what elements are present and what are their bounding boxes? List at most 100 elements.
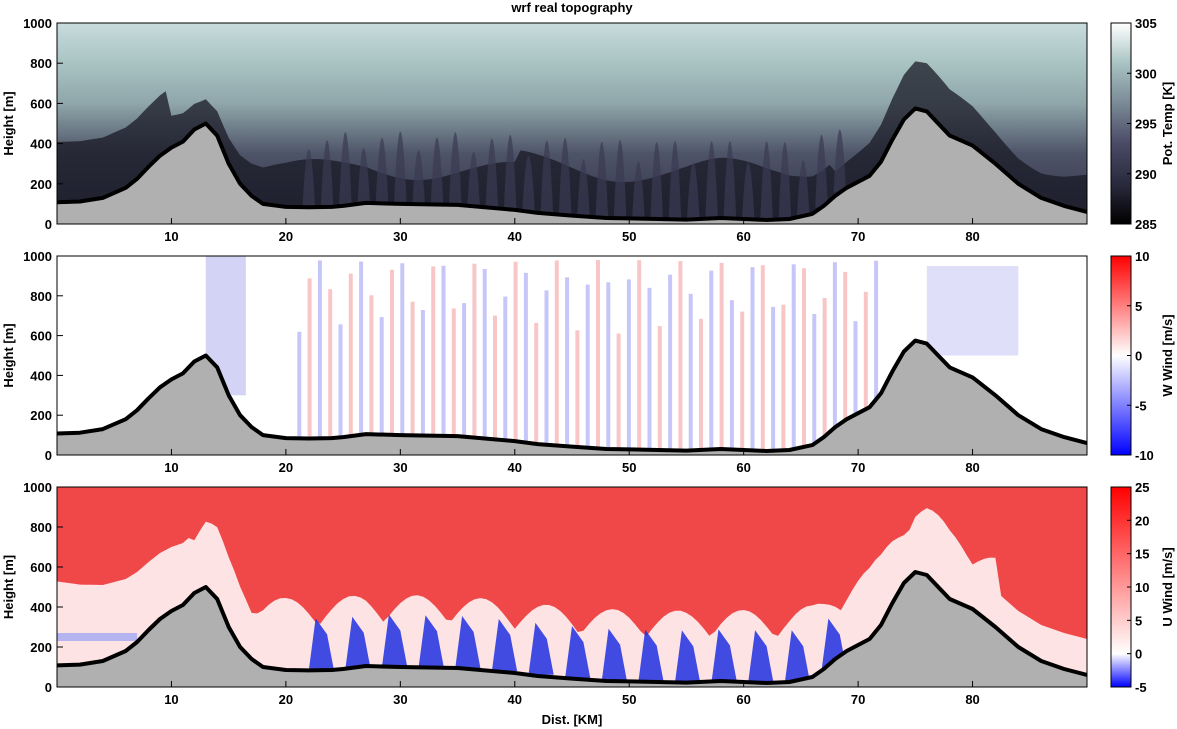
wave-plume bbox=[632, 161, 645, 219]
y-tick-label: 400 bbox=[30, 600, 52, 615]
x-tick-label: 10 bbox=[164, 460, 178, 475]
y-axis-label: Height [m] bbox=[1, 91, 16, 155]
wave-plume bbox=[650, 142, 663, 219]
wave-plume bbox=[687, 162, 700, 220]
updraft-band bbox=[390, 269, 394, 435]
colorbar-tick-label: -5 bbox=[1135, 680, 1147, 695]
colorbar-label: Pot. Temp [K] bbox=[1160, 82, 1175, 166]
stable-layer bbox=[57, 61, 1087, 224]
downdraft-band bbox=[853, 321, 858, 416]
x-tick-label: 60 bbox=[736, 460, 750, 475]
y-tick-label: 1000 bbox=[23, 16, 52, 31]
x-tick-label: 80 bbox=[965, 460, 979, 475]
x-tick-label: 50 bbox=[622, 460, 636, 475]
wave-plume bbox=[577, 159, 590, 217]
wave-plume bbox=[705, 141, 718, 219]
field-3 bbox=[57, 487, 1087, 687]
wave-plume bbox=[522, 155, 535, 212]
wave-plume bbox=[760, 141, 773, 220]
y-axis-label: Height [m] bbox=[1, 555, 16, 619]
wave-plume bbox=[430, 137, 444, 205]
panels: 10 20 30 40 50 60 70 8002004006008001000Height … bbox=[1, 16, 1175, 707]
y-tick-label: 0 bbox=[45, 448, 52, 463]
updraft-band bbox=[657, 326, 662, 450]
x-tick-label: 20 bbox=[279, 692, 293, 707]
y-tick-label: 200 bbox=[30, 177, 52, 192]
wave-plume bbox=[467, 151, 480, 207]
updraft-band bbox=[616, 333, 621, 450]
updraft-band bbox=[740, 311, 745, 450]
y-tick-label: 200 bbox=[30, 408, 52, 423]
y-tick-label: 600 bbox=[30, 329, 52, 344]
downdraft-lee-2 bbox=[926, 266, 1019, 356]
panel-3: 10 20 30 40 50 60 70 8002004006008001000Height … bbox=[1, 480, 1175, 707]
reversed-flow bbox=[308, 618, 334, 671]
updraft-band bbox=[843, 271, 848, 422]
wave-plume bbox=[320, 140, 334, 207]
reversed-flow bbox=[418, 615, 444, 668]
downdraft-band bbox=[359, 261, 364, 435]
y-tick-label: 800 bbox=[30, 289, 52, 304]
y-tick-label: 400 bbox=[30, 137, 52, 152]
reversed-flow bbox=[345, 616, 371, 669]
field-2 bbox=[57, 256, 1087, 455]
reversed-flow bbox=[565, 626, 591, 679]
y-tick-label: 600 bbox=[30, 560, 52, 575]
field-1 bbox=[57, 23, 1087, 224]
y-tick-label: 800 bbox=[30, 56, 52, 71]
downdraft-band bbox=[379, 317, 384, 435]
y-tick-label: 1000 bbox=[23, 249, 52, 264]
axes-frame bbox=[56, 255, 1088, 456]
colorbar-tick-label: 20 bbox=[1135, 513, 1149, 528]
panel-1: 10 20 30 40 50 60 70 8002004006008001000Height … bbox=[1, 16, 1175, 244]
y-tick-label: 800 bbox=[30, 520, 52, 535]
axes-frame bbox=[56, 22, 1088, 225]
reversed-flow bbox=[601, 628, 627, 681]
updraft-band bbox=[596, 260, 600, 449]
downdraft-band bbox=[709, 270, 714, 450]
downdraft-band bbox=[832, 262, 837, 430]
colorbar-tick-label: 10 bbox=[1135, 580, 1149, 595]
downdraft-band bbox=[338, 324, 343, 438]
x-tick-label: 10 bbox=[164, 692, 178, 707]
wave-plume bbox=[833, 129, 847, 193]
wave-plume bbox=[778, 142, 792, 220]
x-tick-label: 50 bbox=[622, 229, 636, 244]
y-tick-label: 600 bbox=[30, 96, 52, 111]
x-axis-label: Dist. [KM] bbox=[542, 712, 603, 727]
wave-plume bbox=[449, 132, 462, 205]
updraft-band bbox=[493, 315, 497, 440]
wave-plume bbox=[796, 160, 810, 216]
colorbar-tick-label: -5 bbox=[1135, 398, 1147, 413]
downdraft-band bbox=[874, 260, 879, 402]
updraft-band bbox=[328, 289, 333, 439]
wave-plume bbox=[302, 149, 316, 208]
colorbar-tick-label: 290 bbox=[1135, 167, 1157, 182]
terrain-outline bbox=[57, 338, 1087, 453]
reversed-flow bbox=[748, 630, 774, 683]
downdraft-band bbox=[523, 272, 528, 443]
downdraft-band bbox=[626, 279, 631, 450]
terrain-outline bbox=[57, 106, 1087, 222]
updraft-band bbox=[575, 330, 580, 447]
reversed-flow bbox=[491, 619, 518, 671]
colorbar-tick-label: 295 bbox=[1135, 117, 1157, 132]
reversed-flow bbox=[382, 614, 408, 667]
wave-plume bbox=[503, 134, 517, 210]
reversed-flow bbox=[455, 616, 481, 668]
colorbar-tick-label: 10 bbox=[1135, 249, 1149, 264]
updraft-band bbox=[410, 301, 415, 436]
downdraft-band bbox=[791, 264, 796, 450]
downdraft-band bbox=[668, 274, 673, 451]
x-tick-label: 80 bbox=[965, 229, 979, 244]
wave-plume bbox=[375, 137, 389, 204]
wave-plume bbox=[394, 131, 407, 204]
wave-plume bbox=[595, 142, 609, 218]
x-tick-label: 20 bbox=[279, 460, 293, 475]
x-tick-label: 40 bbox=[508, 229, 522, 244]
reversed-flow bbox=[528, 622, 554, 675]
panel-2: 10 20 30 40 50 60 70 8002004006008001000Height … bbox=[1, 249, 1175, 475]
terrain-fill bbox=[57, 108, 1087, 224]
colorbar-tick-label: 0 bbox=[1135, 349, 1142, 364]
